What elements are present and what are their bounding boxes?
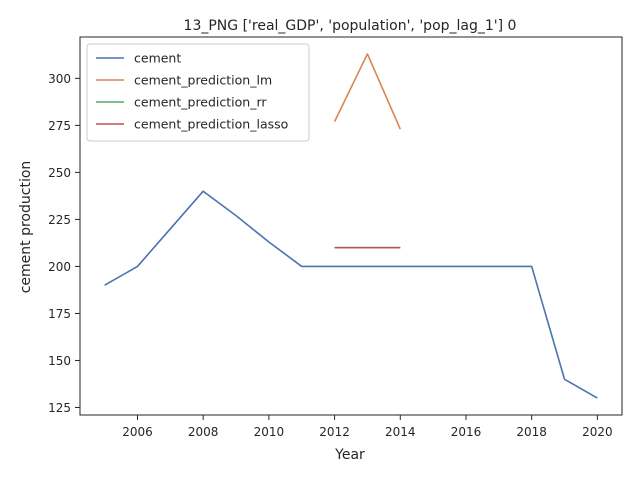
legend-label: cement_prediction_lm: [134, 73, 272, 88]
legend-frame: [86, 43, 310, 142]
y-tick-label: 225: [48, 213, 71, 227]
legend-label: cement_prediction_rr: [134, 95, 267, 110]
x-tick-label: 2018: [516, 425, 547, 439]
y-axis-label: cement production: [18, 161, 34, 294]
x-tick-label: 2020: [582, 425, 613, 439]
legend-label: cement_prediction_lasso: [134, 117, 288, 132]
y-tick-label: 150: [48, 354, 71, 368]
x-axis-label: Year: [334, 447, 365, 463]
x-tick-label: 2006: [122, 425, 153, 439]
y-tick-label: 300: [48, 72, 71, 86]
series-line-cement: [104, 190, 598, 399]
legend-label: cement: [134, 51, 181, 66]
x-tick-label: 2016: [451, 425, 482, 439]
series-line-cement_prediction_lm: [333, 53, 402, 130]
x-tick-label: 2010: [254, 425, 285, 439]
y-tick-label: 175: [48, 307, 71, 321]
y-tick-label: 275: [48, 119, 71, 133]
series-lines: [104, 53, 598, 399]
x-tick-label: 2014: [385, 425, 416, 439]
legend: cement cement_prediction_lm cement_predict…: [86, 43, 310, 142]
axis-ticks: 2006 2008 2010 2012 2014 2016 2018 2020 125 150 17…: [48, 72, 613, 439]
y-tick-label: 125: [48, 401, 71, 415]
y-tick-label: 250: [48, 166, 71, 180]
x-tick-label: 2008: [188, 425, 219, 439]
y-tick-label: 200: [48, 260, 71, 274]
x-tick-label: 2012: [319, 425, 350, 439]
chart-title: 13_PNG ['real_GDP', 'population', 'pop_l…: [184, 18, 517, 34]
